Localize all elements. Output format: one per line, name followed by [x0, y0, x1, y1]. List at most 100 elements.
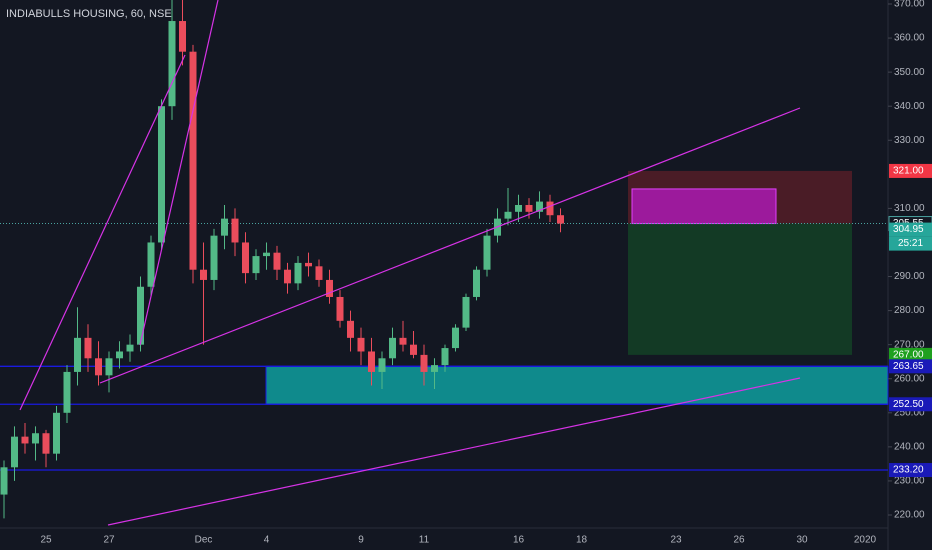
- candle-body: [221, 218, 228, 236]
- candle-body: [231, 218, 239, 243]
- candle-body: [11, 436, 18, 468]
- y-tick-label: 240.00: [894, 442, 925, 453]
- reward-zone: [628, 223, 852, 355]
- candle-body: [158, 106, 165, 243]
- candle-body: [504, 211, 512, 219]
- candle-body: [84, 337, 92, 359]
- x-tick-label: 11: [419, 535, 430, 546]
- x-tick-label: 26: [733, 535, 745, 546]
- y-tick-label: 270.00: [894, 339, 925, 350]
- candle-body: [263, 252, 270, 257]
- candle-body: [137, 286, 144, 345]
- candle-body: [420, 354, 428, 372]
- y-tick-label: 220.00: [894, 510, 925, 521]
- price-label: 267.00: [893, 350, 924, 361]
- price-label-box: [889, 359, 932, 374]
- candle-body: [431, 365, 438, 372]
- candle-body: [357, 337, 365, 352]
- y-tick-label: 330.00: [894, 135, 925, 146]
- price-label-box: [889, 222, 932, 237]
- candle-body: [473, 269, 480, 297]
- trend-line: [19, 54, 186, 411]
- x-tick-label: 2020: [854, 535, 877, 546]
- candle-body: [147, 242, 155, 287]
- price-label-box: [889, 463, 932, 478]
- candle-body: [515, 204, 522, 212]
- candle-body: [95, 358, 102, 376]
- price-label: 252.50: [893, 399, 924, 410]
- candle-body: [42, 433, 50, 454]
- y-tick-label: 260.00: [894, 373, 925, 384]
- x-tick-label: 16: [513, 535, 525, 546]
- candle-body: [273, 252, 281, 270]
- candle-body: [179, 21, 186, 52]
- price-label-box: [889, 347, 932, 362]
- drawings: [0, 170, 889, 471]
- x-tick-label: 18: [576, 535, 588, 546]
- price-label: 321.00: [893, 166, 924, 177]
- y-tick-label: 370.00: [894, 0, 925, 10]
- chart-title: INDIABULLS HOUSING, 60, NSE: [6, 8, 172, 20]
- x-tick-label: 27: [103, 535, 115, 546]
- candle-body: [168, 21, 176, 107]
- x-tick-label: 9: [358, 535, 364, 546]
- candle-body: [53, 412, 60, 454]
- candle-body: [116, 351, 123, 359]
- candle-body: [378, 358, 386, 372]
- candle-body: [126, 344, 134, 352]
- candle-body: [242, 242, 249, 274]
- candle-body: [284, 269, 291, 284]
- y-tick-label: 310.00: [894, 203, 925, 214]
- y-tick-label: 340.00: [894, 101, 925, 112]
- candle-body: [305, 262, 312, 267]
- trend-line: [99, 107, 801, 384]
- price-label-box: [889, 163, 932, 178]
- y-tick-label: 230.00: [894, 476, 925, 487]
- trend-lines: [19, 0, 801, 526]
- candle-body: [452, 327, 459, 349]
- candle-body: [336, 296, 344, 321]
- x-tick-label: Dec: [195, 535, 213, 546]
- y-tick-label: 290.00: [894, 271, 925, 282]
- price-label: 304.95: [893, 224, 924, 235]
- x-tick-label: 25: [40, 535, 52, 546]
- candle-body: [21, 436, 29, 444]
- candle-body: [462, 296, 470, 328]
- x-tick-label: 4: [264, 535, 270, 546]
- support-zone: [265, 365, 889, 405]
- candle-body: [74, 337, 81, 372]
- candle-body: [368, 351, 375, 372]
- candle-body: [441, 348, 449, 366]
- candle-body: [294, 262, 302, 284]
- trend-line: [107, 377, 801, 526]
- candle-body: [525, 204, 533, 212]
- countdown: 25:21: [898, 238, 923, 249]
- candle-body: [326, 279, 333, 297]
- price-label: 263.65: [893, 361, 924, 372]
- candle-body: [210, 235, 218, 280]
- candles: [0, 0, 564, 519]
- trend-line: [139, 0, 219, 346]
- candle-body: [399, 337, 407, 345]
- price-label-box: [889, 397, 932, 412]
- candle-body: [105, 358, 113, 376]
- y-tick-label: 360.00: [894, 33, 925, 44]
- countdown-box: [889, 236, 932, 251]
- price-label: 233.20: [893, 465, 924, 476]
- highlight-box: [631, 188, 777, 225]
- candle-body: [32, 433, 39, 444]
- candle-body: [200, 269, 207, 280]
- y-tick-label: 280.00: [894, 305, 925, 316]
- candle-body: [546, 201, 554, 216]
- y-tick-label: 350.00: [894, 67, 925, 78]
- candle-body: [63, 371, 71, 413]
- candle-body: [483, 235, 491, 270]
- candle-body: [536, 201, 543, 212]
- candle-body: [557, 215, 564, 224]
- candle-body: [410, 344, 417, 355]
- candle-body: [252, 256, 260, 274]
- candle-body: [315, 266, 323, 280]
- candle-body: [389, 337, 396, 359]
